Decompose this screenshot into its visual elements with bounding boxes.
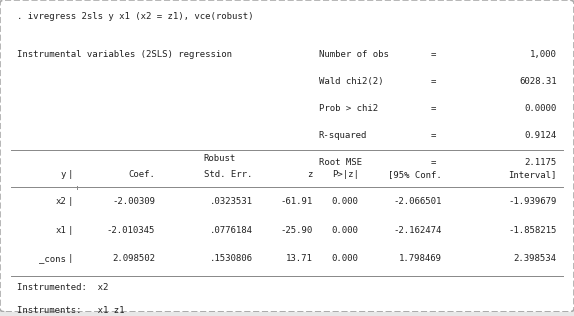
Text: 2.1175: 2.1175: [525, 158, 557, 167]
Text: 0.9124: 0.9124: [525, 131, 557, 140]
Text: . ivregress 2sls y x1 (x2 = z1), vce(robust): . ivregress 2sls y x1 (x2 = z1), vce(rob…: [17, 12, 254, 21]
Text: 0.000: 0.000: [332, 226, 359, 235]
Text: 13.71: 13.71: [286, 254, 313, 264]
Text: Wald chi2(2): Wald chi2(2): [319, 77, 383, 86]
Text: 0.0000: 0.0000: [525, 104, 557, 113]
Text: -2.162474: -2.162474: [394, 226, 442, 235]
Text: Prob > chi2: Prob > chi2: [319, 104, 378, 113]
Text: Std. Err.: Std. Err.: [204, 170, 253, 179]
Text: |: |: [68, 170, 73, 179]
Text: .1530806: .1530806: [210, 254, 253, 264]
Text: -2.010345: -2.010345: [107, 226, 155, 235]
Text: =: =: [430, 158, 436, 167]
Text: -2.066501: -2.066501: [394, 197, 442, 206]
Text: Number of obs: Number of obs: [319, 50, 389, 59]
Text: Coef.: Coef.: [128, 170, 155, 179]
Text: x1: x1: [55, 226, 66, 235]
Text: =: =: [430, 50, 436, 59]
Text: 0.000: 0.000: [332, 254, 359, 264]
Text: =: =: [430, 104, 436, 113]
Text: 6028.31: 6028.31: [519, 77, 557, 86]
Text: P>|z|: P>|z|: [332, 170, 359, 179]
Text: -1.939679: -1.939679: [509, 197, 557, 206]
Text: 1,000: 1,000: [530, 50, 557, 59]
Text: |: |: [68, 226, 73, 235]
Text: -2.00309: -2.00309: [112, 197, 155, 206]
Text: =: =: [430, 131, 436, 140]
Text: =: =: [430, 77, 436, 86]
Text: -1.858215: -1.858215: [509, 226, 557, 235]
Text: 2.098502: 2.098502: [112, 254, 155, 264]
Text: |: |: [68, 254, 73, 264]
Text: Robust: Robust: [204, 155, 236, 163]
Text: Interval]: Interval]: [509, 170, 557, 179]
Text: Instruments:   x1 z1: Instruments: x1 z1: [17, 306, 125, 315]
Text: 1.798469: 1.798469: [399, 254, 442, 264]
Text: Instrumental variables (2SLS) regression: Instrumental variables (2SLS) regression: [17, 50, 232, 59]
Text: _cons: _cons: [39, 254, 66, 264]
Text: |: |: [68, 197, 73, 206]
Text: [95% Conf.: [95% Conf.: [388, 170, 442, 179]
Text: y: y: [61, 170, 66, 179]
Text: 0.000: 0.000: [332, 197, 359, 206]
Text: 2.398534: 2.398534: [514, 254, 557, 264]
Text: .0776184: .0776184: [210, 226, 253, 235]
Text: Root MSE: Root MSE: [319, 158, 362, 167]
Text: x2: x2: [55, 197, 66, 206]
Text: R-squared: R-squared: [319, 131, 367, 140]
Text: -25.90: -25.90: [281, 226, 313, 235]
Text: Instrumented:  x2: Instrumented: x2: [17, 283, 108, 292]
Text: .0323531: .0323531: [210, 197, 253, 206]
Text: z: z: [308, 170, 313, 179]
Text: -61.91: -61.91: [281, 197, 313, 206]
